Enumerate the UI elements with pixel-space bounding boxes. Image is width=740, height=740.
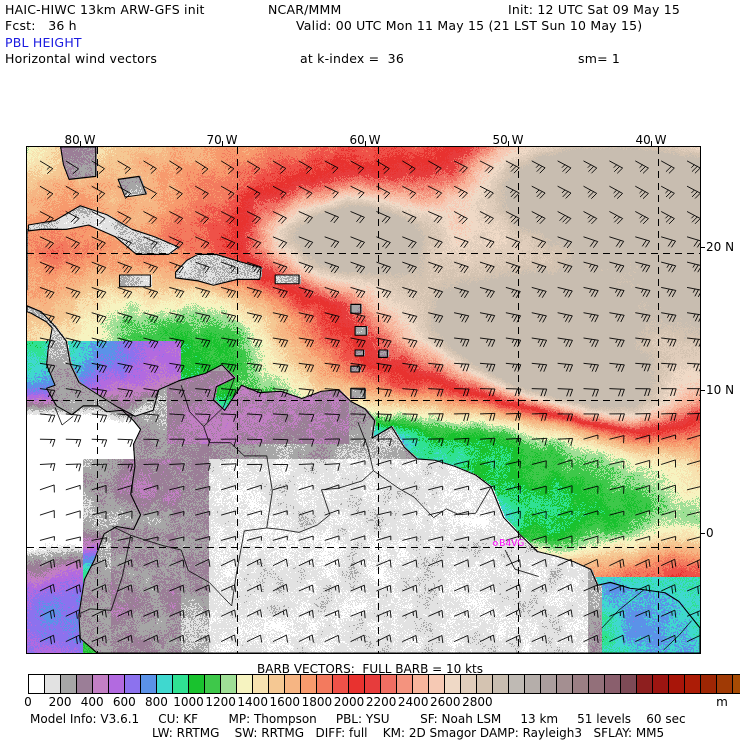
y-axis-label-1: 10 N (706, 383, 735, 397)
colorbar-tick-2000: 2000 (333, 695, 365, 709)
colorbar-swatch-0[interactable] (29, 675, 45, 693)
colorbar-tick-1600: 1600 (269, 695, 301, 709)
colorbar-swatch-11[interactable] (205, 675, 221, 693)
x-axis-tick-2 (365, 141, 366, 146)
colorbar-swatch-14[interactable] (253, 675, 269, 693)
colorbar-swatch-21[interactable] (365, 675, 381, 693)
colorbar-tick-800: 800 (144, 695, 168, 709)
colorbar-swatch-12[interactable] (221, 675, 237, 693)
colorbar-tick-1800: 1800 (301, 695, 333, 709)
colorbar-tick-2400: 2400 (397, 695, 429, 709)
colorbar-swatch-1[interactable] (45, 675, 61, 693)
model-center: NCAR/MMM (268, 2, 342, 17)
colorbar-swatch-43[interactable] (717, 675, 733, 693)
colorbar-swatch-19[interactable] (333, 675, 349, 693)
colorbar-swatch-23[interactable] (397, 675, 413, 693)
colorbar-swatch-28[interactable] (477, 675, 493, 693)
colorbar-tick-600: 600 (112, 695, 136, 709)
colorbar[interactable] (28, 674, 740, 694)
x-axis-label-0: 80 W (64, 133, 96, 147)
colorbar-swatch-32[interactable] (541, 675, 557, 693)
colorbar-swatch-20[interactable] (349, 675, 365, 693)
colorbar-swatch-2[interactable] (61, 675, 77, 693)
colorbar-swatch-26[interactable] (445, 675, 461, 693)
colorbar-swatch-44[interactable] (733, 675, 740, 693)
forecast-hour: Fcst: 36 h (5, 18, 77, 33)
model-info-line-1: Model Info: V3.6.1 CU: KF MP: Thompson P… (30, 712, 686, 726)
x-axis-tick-0 (80, 141, 81, 146)
colorbar-swatch-39[interactable] (653, 675, 669, 693)
y-axis-label-2: 0 (706, 526, 714, 540)
colorbar-swatch-22[interactable] (381, 675, 397, 693)
colorbar-swatch-34[interactable] (573, 675, 589, 693)
k-index-label: at k-index = 36 (300, 51, 404, 66)
colorbar-swatch-42[interactable] (701, 675, 717, 693)
colorbar-swatch-3[interactable] (77, 675, 93, 693)
colorbar-tick-0: 0 (24, 695, 32, 709)
colorbar-swatch-29[interactable] (493, 675, 509, 693)
colorbar-tick-2800: 2800 (462, 695, 493, 709)
colorbar-swatch-4[interactable] (93, 675, 109, 693)
colorbar-swatch-9[interactable] (173, 675, 189, 693)
barb-legend-caption: BARB VECTORS: FULL BARB = 10 kts (257, 662, 483, 676)
y-axis-tick-2 (700, 533, 705, 534)
colorbar-swatch-25[interactable] (429, 675, 445, 693)
map-plot-area[interactable] (27, 147, 700, 653)
colorbar-tick-2600: 2600 (430, 695, 461, 709)
colorbar-swatch-18[interactable] (317, 675, 333, 693)
colorbar-swatch-40[interactable] (669, 675, 685, 693)
x-axis-tick-3 (508, 141, 509, 146)
colorbar-swatch-15[interactable] (269, 675, 285, 693)
colorbar-tick-1200: 1200 (205, 695, 236, 709)
colorbar-swatch-8[interactable] (157, 675, 173, 693)
valid-time: Valid: 00 UTC Mon 11 May 15 (21 LST Sun … (296, 18, 643, 33)
init-time: Init: 12 UTC Sat 09 May 15 (508, 2, 681, 17)
model-title: HAIC-HIWC 13km ARW-GFS init (5, 2, 205, 17)
colorbar-swatch-30[interactable] (509, 675, 525, 693)
colorbar-swatch-10[interactable] (189, 675, 205, 693)
pbl-height-field-canvas[interactable] (27, 147, 700, 653)
y-axis-tick-1 (700, 390, 705, 391)
x-axis-tick-4 (651, 141, 652, 146)
x-axis-label-2: 60 W (349, 133, 381, 147)
x-axis-tick-1 (222, 141, 223, 146)
colorbar-swatch-38[interactable] (637, 675, 653, 693)
colorbar-swatch-6[interactable] (125, 675, 141, 693)
colorbar-swatch-27[interactable] (461, 675, 477, 693)
colorbar-swatch-16[interactable] (285, 675, 301, 693)
colorbar-tick-1400: 1400 (237, 695, 268, 709)
colorbar-tick-1000: 1000 (173, 695, 204, 709)
colorbar-swatch-7[interactable] (141, 675, 157, 693)
colorbar-tick-200: 200 (48, 695, 72, 709)
colorbar-tick-labels: 0 200 400 600 800 1000 1200 1400 1600 1800 2000 220… (0, 695, 740, 711)
smoothing-label: sm= 1 (578, 51, 621, 66)
colorbar-unit-label: m (716, 695, 728, 709)
y-axis-label-0: 20 N (706, 240, 735, 254)
colorbar-tick-400: 400 (80, 695, 104, 709)
colorbar-swatch-37[interactable] (621, 675, 637, 693)
vector-description: Horizontal wind vectors (5, 51, 158, 66)
x-axis-label-4: 40 W (635, 133, 667, 147)
colorbar-swatch-5[interactable] (109, 675, 125, 693)
model-info-line-2: LW: RRTMG SW: RRTMG DIFF: full KM: 2D Sm… (152, 726, 665, 740)
field-name: PBL HEIGHT (5, 35, 82, 50)
colorbar-swatch-41[interactable] (685, 675, 701, 693)
header-block: HAIC-HIWC 13km ARW-GFS init NCAR/MMM Ini… (0, 0, 740, 76)
colorbar-tick-2200: 2200 (365, 695, 397, 709)
colorbar-swatch-35[interactable] (589, 675, 605, 693)
colorbar-swatch-31[interactable] (525, 675, 541, 693)
colorbar-swatch-33[interactable] (557, 675, 573, 693)
x-axis-label-3: 50 W (492, 133, 524, 147)
y-axis-tick-0 (700, 247, 705, 248)
colorbar-swatch-24[interactable] (413, 675, 429, 693)
colorbar-swatch-17[interactable] (301, 675, 317, 693)
colorbar-swatch-36[interactable] (605, 675, 621, 693)
x-axis-label-1: 70 W (206, 133, 238, 147)
colorbar-swatch-13[interactable] (237, 675, 253, 693)
